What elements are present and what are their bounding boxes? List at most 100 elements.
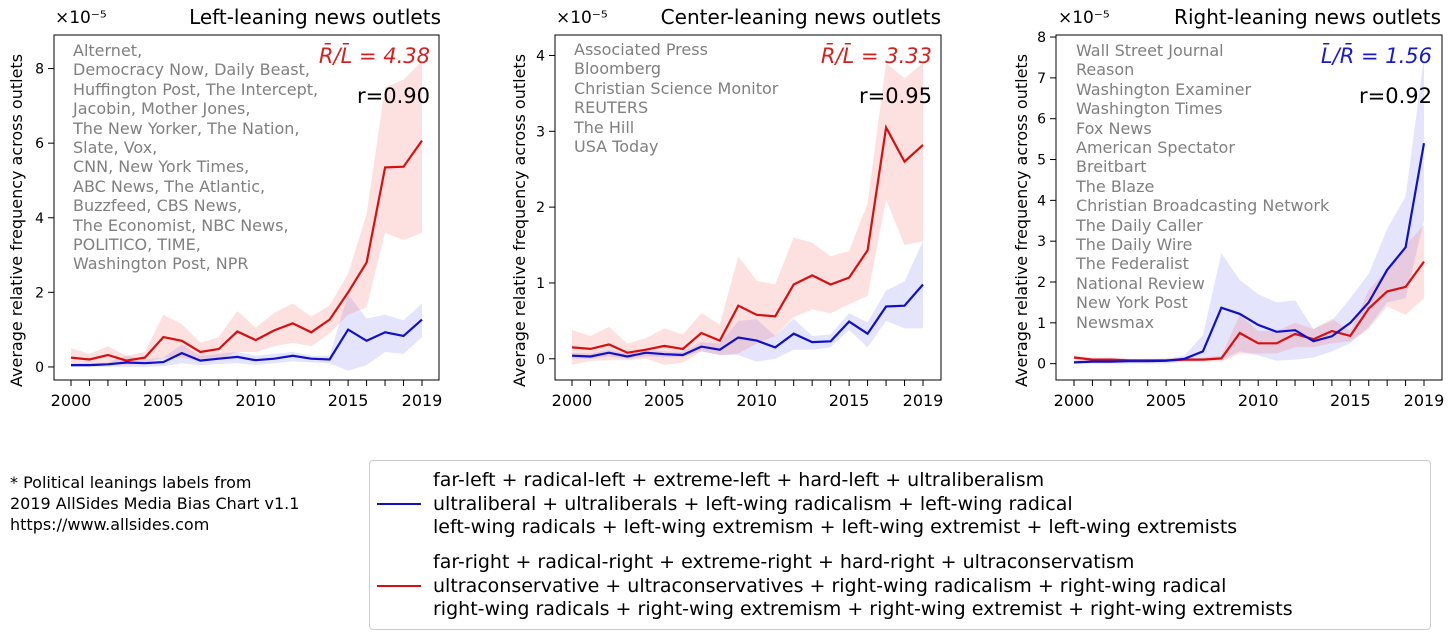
confidence-band-far-right [1074,224,1424,362]
outlet-name: The Economist, NBC News, [73,215,289,235]
y-tick-label: 1 [536,276,545,292]
y-tick-label: 0 [1037,357,1046,373]
outlet-name: POLITICO, TIME, [73,235,201,255]
x-tick-label: 2000 [552,391,593,410]
y-tick-label: 0 [536,352,545,368]
outlet-name: USA Today [574,137,659,157]
series-line-far-right [571,124,924,354]
outlet-name: Christian Broadcasting Network [1076,196,1330,216]
footnote-line: * Political leanings labels from [10,473,252,492]
outlet-name: Bloomberg [574,59,662,79]
x-tick-label: 2019 [402,391,443,410]
y-tick-label: 2 [536,200,545,216]
legend-line: ultraliberal + ultraliberals + left-wing… [433,492,1073,515]
plot-frame [1055,34,1443,381]
y-multiplier: ×10⁻⁵ [1058,8,1110,28]
y-tick-label: 8 [1037,30,1046,46]
plot-frame [53,34,440,381]
chart-panel: 2000 2005 2010 2015 2019 0 1 2 3 4 [536,34,944,410]
x-tick-label: 2005 [1146,391,1187,410]
outlet-name: The Blaze [1076,176,1155,196]
y-tick-label: 4 [536,48,545,64]
correlation-annotation: r=0.90 [357,84,430,108]
confidence-band-far-right [572,63,923,365]
legend-swatch-blue [377,503,421,505]
legend-line: ultraconservative + ultraconservatives +… [433,574,1227,597]
legend: far-left + radical-left + extreme-left +… [369,460,1431,630]
y-tick-label: 5 [1037,153,1046,169]
outlet-list: Associated Press Bloomberg Christian Scien… [574,40,778,156]
confidence-band-far-left [1074,57,1424,364]
series-line-far-left [571,283,924,358]
x-tick-label: 2015 [1330,391,1371,410]
y-tick-label: 3 [536,124,545,140]
outlet-name: REUTERS [574,98,649,118]
y-tick-label: 8 [35,62,44,78]
footnote: * Political leanings labels from 2019 Al… [10,472,299,535]
series-line-far-right [70,139,423,362]
outlet-name: Alternet, [73,41,143,60]
legend-line: left-wing radicals + left-wing extremism… [433,516,1238,538]
x-tick-label: 2000 [51,391,92,410]
x-tick-label: 2019 [1404,391,1445,410]
y-tick-label: 6 [35,136,44,152]
correlation-annotation: r=0.92 [1359,84,1432,108]
outlet-name: Washington Post, NPR [73,254,249,274]
y-tick-label: 3 [1037,234,1046,250]
correlation-annotation: r=0.95 [859,84,932,108]
y-tick-label: 2 [35,285,44,301]
x-tick-label: 2010 [1238,391,1279,410]
outlet-name: ABC News, The Atlantic, [73,176,266,196]
chart-title: Left-leaning news outlets [189,5,441,29]
outlet-name: Washington Examiner [1076,79,1252,99]
outlet-name: Buzzfeed, CBS News, [73,196,242,216]
series-line-far-left [71,318,423,367]
y-multiplier: ×10⁻⁵ [55,8,107,28]
outlet-name: Newsmax [1076,312,1155,332]
chart-title: Center-leaning news outlets [660,5,941,29]
footnote-line: 2019 AllSides Media Bias Chart v1.1 [10,494,300,513]
outlet-name: American Spectator [1076,138,1235,158]
outlet-name: Christian Science Monitor [574,78,779,98]
y-tick-label: 0 [35,360,44,376]
outlet-name: Associated Press [574,40,708,59]
outlet-name: The Hill [574,117,635,137]
outlet-name: New York Post [1076,293,1188,313]
x-tick-label: 2015 [829,391,870,410]
y-tick-label: 1 [1037,316,1046,332]
chart-title: Right-leaning news outlets [1174,5,1441,29]
y-axis-label: Average relative frequency across outlet… [7,53,26,387]
y-tick-label: 2 [1037,275,1046,291]
legend-label: far-right + radical-right + extreme-righ… [433,551,1293,622]
outlet-list: Alternet, Democracy Now, Daily Beast, Huff… [73,41,318,274]
legend-label: far-left + radical-left + extreme-left +… [433,469,1237,540]
outlet-name: Reason [1076,60,1135,80]
ratio-annotation: R̄/L̄ = 3.33 [820,44,932,68]
outlet-name: Democracy Now, Daily Beast, [73,60,310,80]
y-multiplier: ×10⁻⁵ [556,8,608,28]
confidence-band-far-left [572,241,923,362]
outlet-name: Fox News [1076,118,1152,138]
outlet-name: National Review [1076,273,1205,293]
confidence-band-far-right [71,61,422,366]
chart-panel: 2000 2005 2010 2015 2019 0 2 4 6 8 [35,34,443,410]
y-axis-label: Average relative frequency across outlet… [510,53,529,387]
outlet-name: CNN, New York Times, [73,157,250,177]
ratio-annotation: R̄/L̄ = 4.38 [318,44,430,68]
x-tick-label: 2005 [143,391,184,410]
ratio-annotation: L̄/R̄ = 1.56 [1320,44,1432,68]
outlet-name: Slate, Vox, [73,138,158,158]
legend-line: far-right + radical-right + extreme-righ… [433,551,1135,573]
outlet-name: The Daily Wire [1076,235,1193,255]
x-tick-label: 2010 [736,391,777,410]
outlet-name: The Federalist [1076,254,1189,274]
outlet-name: Wall Street Journal [1076,41,1224,60]
legend-line: far-left + radical-left + extreme-left +… [433,469,1045,491]
y-tick-label: 4 [1037,193,1046,209]
outlet-name: Breitbart [1076,157,1147,177]
outlet-name: The New Yorker, The Nation, [73,118,300,138]
outlet-name: Washington Times [1076,99,1223,119]
x-tick-label: 2019 [903,391,944,410]
footnote-line: https://www.allsides.com [10,515,210,534]
